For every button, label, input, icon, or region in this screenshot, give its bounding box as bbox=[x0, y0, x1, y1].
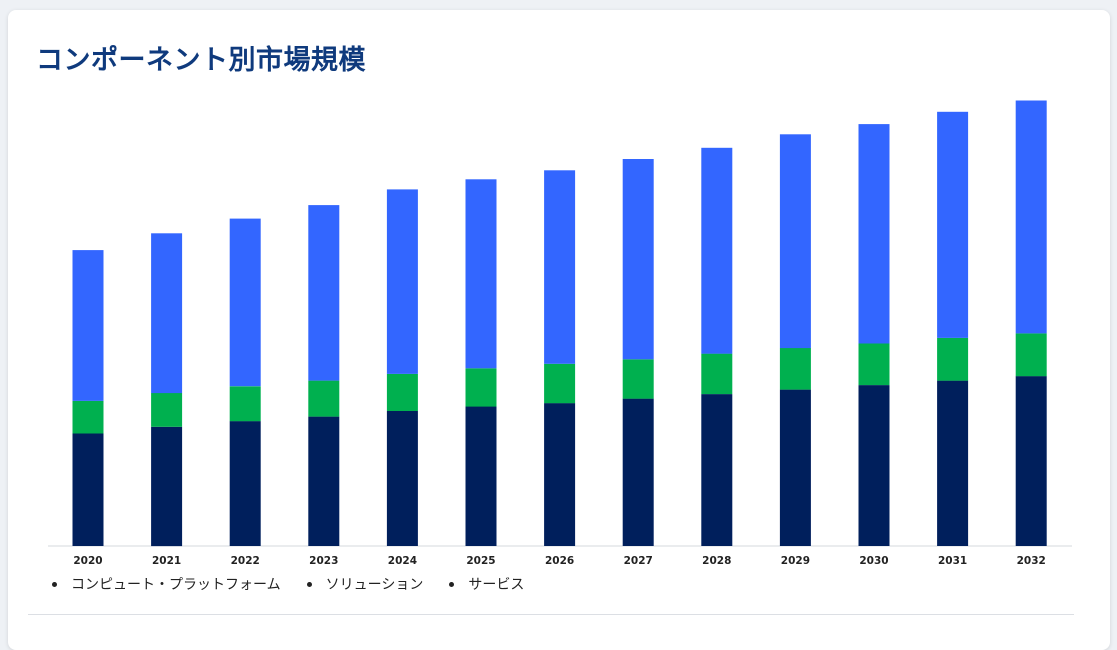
bar-service-2031 bbox=[937, 111, 969, 338]
bar-service-2027 bbox=[622, 159, 654, 360]
legend: コンピュート・プラットフォーム ソリューション サービス bbox=[52, 574, 524, 594]
page-title: コンポーネント別市場規模 bbox=[36, 45, 366, 76]
bar-service-2028 bbox=[701, 147, 733, 354]
bar-solution-2021 bbox=[151, 393, 183, 427]
x-tick-label-2024: 2024 bbox=[388, 555, 417, 567]
stacked-bar-chart: 2020 2021 2022 2023 2024 2025 2026 2027 2028 2029… bbox=[48, 100, 1072, 567]
bar-solution-2032 bbox=[1015, 333, 1047, 377]
bar-solution-2028 bbox=[701, 353, 733, 395]
x-tick-label-2021: 2021 bbox=[152, 555, 181, 567]
bar-service-2032 bbox=[1015, 100, 1047, 334]
bar-compute-platform-2026 bbox=[544, 403, 576, 546]
bar-solution-2023 bbox=[308, 380, 340, 417]
x-tick-label-2028: 2028 bbox=[702, 555, 731, 567]
bar-compute-platform-2022 bbox=[229, 421, 261, 546]
x-tick-label-2022: 2022 bbox=[231, 555, 260, 567]
bar-service-2030 bbox=[858, 124, 890, 344]
bar-service-2025 bbox=[465, 179, 497, 369]
bar-compute-platform-2025 bbox=[465, 406, 497, 546]
x-tick-label-2020: 2020 bbox=[73, 555, 102, 567]
x-tick-label-2029: 2029 bbox=[781, 555, 810, 567]
bar-solution-2025 bbox=[465, 368, 497, 407]
x-tick-label-2026: 2026 bbox=[545, 555, 574, 567]
x-tick-labels: 2020 2021 2022 2023 2024 2025 2026 2027 2028 2029… bbox=[73, 555, 1045, 567]
bars-group bbox=[72, 100, 1047, 547]
bar-solution-2031 bbox=[937, 337, 969, 381]
bar-compute-platform-2032 bbox=[1015, 376, 1047, 546]
x-tick-label-2030: 2030 bbox=[859, 555, 888, 567]
legend-item-solution: ソリューション bbox=[307, 574, 424, 594]
bar-service-2023 bbox=[308, 205, 340, 381]
bar-compute-platform-2023 bbox=[308, 416, 340, 546]
bar-solution-2024 bbox=[386, 373, 418, 411]
divider bbox=[28, 614, 1074, 615]
x-tick-label-2031: 2031 bbox=[938, 555, 967, 567]
bar-compute-platform-2031 bbox=[937, 380, 969, 546]
legend-item-service: サービス bbox=[449, 574, 524, 594]
bar-compute-platform-2029 bbox=[779, 389, 811, 546]
bar-solution-2022 bbox=[229, 386, 261, 422]
bar-service-2024 bbox=[386, 189, 418, 374]
x-tick-label-2023: 2023 bbox=[309, 555, 338, 567]
x-tick-label-2025: 2025 bbox=[466, 555, 495, 567]
bar-solution-2030 bbox=[858, 343, 890, 386]
bar-compute-platform-2027 bbox=[622, 398, 654, 546]
bar-compute-platform-2020 bbox=[72, 433, 104, 546]
x-tick-label-2032: 2032 bbox=[1017, 555, 1046, 567]
bar-service-2026 bbox=[544, 170, 576, 364]
bar-service-2020 bbox=[72, 250, 104, 401]
bar-solution-2027 bbox=[622, 359, 654, 399]
bar-compute-platform-2030 bbox=[858, 385, 890, 546]
bar-service-2022 bbox=[229, 218, 261, 387]
bar-solution-2029 bbox=[779, 348, 811, 390]
bar-service-2021 bbox=[151, 233, 183, 394]
bar-solution-2020 bbox=[72, 400, 104, 434]
bar-compute-platform-2024 bbox=[386, 411, 418, 546]
x-tick-label-2027: 2027 bbox=[624, 555, 653, 567]
bar-solution-2026 bbox=[544, 363, 576, 404]
bar-compute-platform-2021 bbox=[151, 426, 183, 547]
bar-service-2029 bbox=[779, 134, 811, 349]
legend-item-compute-platform: コンピュート・プラットフォーム bbox=[52, 574, 281, 594]
bar-compute-platform-2028 bbox=[701, 394, 733, 546]
